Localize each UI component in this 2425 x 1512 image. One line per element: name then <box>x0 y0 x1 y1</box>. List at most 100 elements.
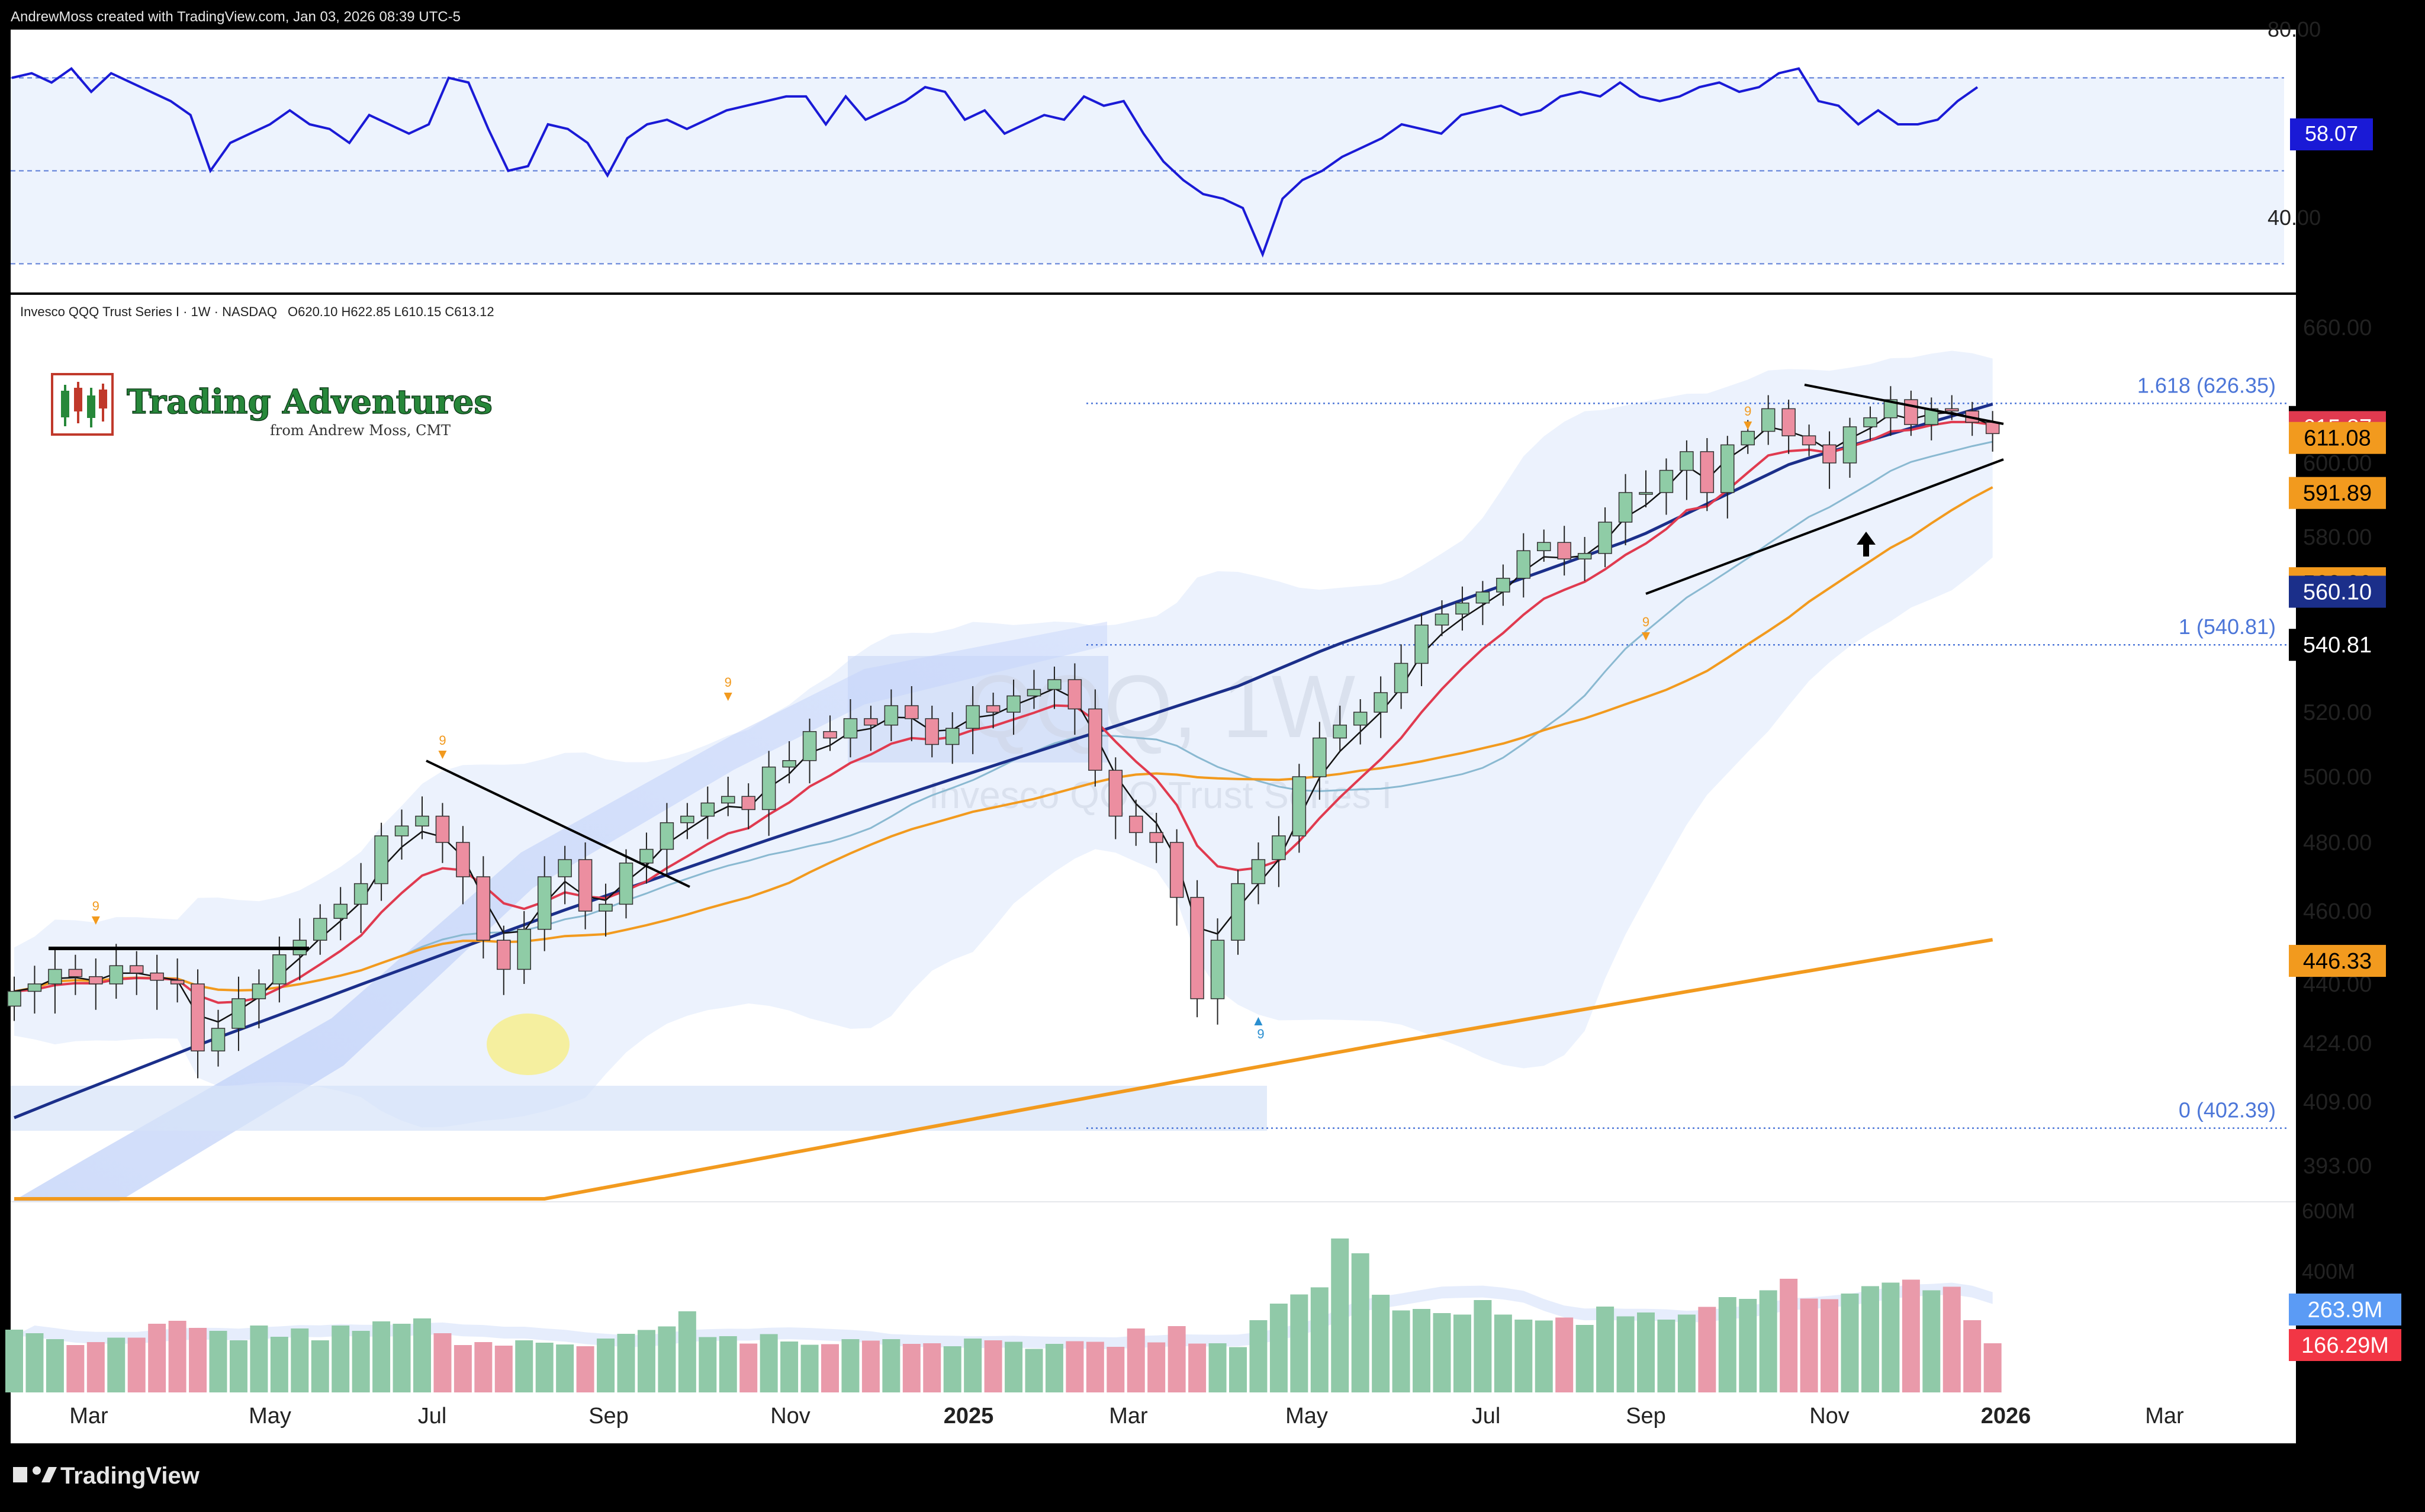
volume-bar <box>189 1328 207 1392</box>
candle <box>578 842 593 929</box>
volume-bar <box>1453 1314 1471 1392</box>
td-arrow-5 <box>1744 422 1752 430</box>
volume-bar <box>719 1336 737 1392</box>
symbol-name: Invesco QQQ Trust Series I · 1W · NASDAQ <box>20 304 277 319</box>
candle <box>680 803 694 839</box>
candle <box>1190 880 1204 1018</box>
candle <box>435 803 450 863</box>
volume-bar <box>1759 1290 1777 1392</box>
candle <box>1618 474 1633 545</box>
candle <box>782 741 796 784</box>
price-tick-6: 480.00 <box>2303 831 2372 855</box>
volume-bar <box>1188 1343 1207 1392</box>
volume-bar <box>800 1344 819 1392</box>
candle <box>660 803 674 877</box>
volume-bar <box>964 1339 982 1392</box>
volume-bar <box>1413 1309 1431 1392</box>
candle <box>170 958 185 1003</box>
candle <box>68 954 83 995</box>
volume-bar <box>474 1342 493 1392</box>
candle <box>1088 689 1102 787</box>
candle <box>1455 586 1469 631</box>
candle <box>1680 440 1694 500</box>
candle <box>1006 680 1021 735</box>
volume-bar <box>1718 1297 1736 1392</box>
candle <box>1231 870 1245 955</box>
watermark-name: Invesco QQQ Trust Series I <box>929 774 1392 816</box>
fib-label-1: 1 (540.81) <box>2179 615 2276 639</box>
price-tags: 618.14615.87611.08591.89563.20560.10540.… <box>2289 406 2386 977</box>
volume-bar <box>1066 1341 1084 1392</box>
volume-bar <box>984 1340 1002 1392</box>
volume-bar <box>1616 1316 1635 1392</box>
td-count-0: 9 <box>92 899 99 913</box>
time-label-6: Mar <box>1109 1404 1148 1429</box>
price-tag-5 <box>2289 575 2386 608</box>
volume-bar <box>5 1330 23 1392</box>
candle <box>558 845 572 905</box>
time-label-1: May <box>249 1404 291 1429</box>
time-label-10: Nov <box>1809 1404 1850 1429</box>
ema-red <box>14 420 1993 1004</box>
td-arrow-2 <box>723 693 732 701</box>
tradingview-logo: TradingView <box>13 1463 200 1489</box>
volume-bar <box>1086 1342 1104 1392</box>
volume-bar <box>413 1318 431 1392</box>
volume-bar <box>739 1343 758 1392</box>
volume-tag-label-1: 166.29M <box>2301 1333 2389 1358</box>
volume-ma-band <box>14 1282 1993 1349</box>
volume-bar <box>1739 1299 1757 1392</box>
volume-bar <box>1963 1320 1982 1392</box>
candle <box>843 699 858 758</box>
candle <box>1577 537 1592 581</box>
volume-bar <box>699 1337 717 1392</box>
candle <box>1496 564 1510 606</box>
rsi-tick-80: 80.00 <box>2268 17 2321 41</box>
candle <box>1435 600 1449 636</box>
td-arrow-1 <box>438 751 447 759</box>
candle <box>537 856 552 951</box>
candle <box>761 751 776 836</box>
volume-bar <box>1575 1325 1594 1392</box>
top-bar <box>0 0 2425 30</box>
candle <box>1883 386 1898 436</box>
volume-bar <box>168 1321 186 1392</box>
volume-bar <box>352 1331 370 1392</box>
volume-bar <box>209 1331 227 1392</box>
ma-orange-long <box>14 938 1993 1201</box>
candle <box>1639 470 1653 507</box>
candle <box>905 686 919 742</box>
price-tag-label-7: 446.33 <box>2303 949 2372 974</box>
candle <box>925 706 939 758</box>
volume-bar <box>780 1342 799 1392</box>
fib-label-0: 1.618 (626.35) <box>2137 373 2276 397</box>
candle <box>252 969 266 1028</box>
candle <box>333 887 348 941</box>
volume-bar <box>1474 1300 1492 1392</box>
time-label-0: Mar <box>69 1404 108 1429</box>
candle <box>619 849 633 919</box>
rsi-last-tag <box>2290 118 2373 150</box>
candle <box>1720 436 1735 519</box>
candle <box>1985 411 2000 452</box>
volume-bar <box>1882 1282 1900 1392</box>
candle <box>1659 458 1674 515</box>
time-axis-labels: Mar May Jul Sep Nov 2025 Mar May Jul Sep Nov 2026 Ma… <box>69 1404 2184 1429</box>
volume-bar <box>923 1343 941 1392</box>
volume-bar <box>1841 1294 1859 1392</box>
volume-bar <box>25 1333 44 1392</box>
price-tick-5: 500.00 <box>2303 765 2372 790</box>
watermark-ticker: QQQ, 1W <box>966 657 1356 756</box>
rising-channel <box>12 622 1107 1202</box>
candle <box>802 718 817 784</box>
candle <box>1761 395 1776 445</box>
time-label-3: Sep <box>588 1404 629 1429</box>
volume-bar <box>597 1339 615 1392</box>
candle <box>1598 507 1612 568</box>
volume-bar <box>576 1346 594 1392</box>
volume-bar <box>1637 1312 1655 1392</box>
price-tag-6 <box>2289 629 2386 661</box>
candle <box>864 706 878 751</box>
volume-bar <box>229 1340 247 1392</box>
